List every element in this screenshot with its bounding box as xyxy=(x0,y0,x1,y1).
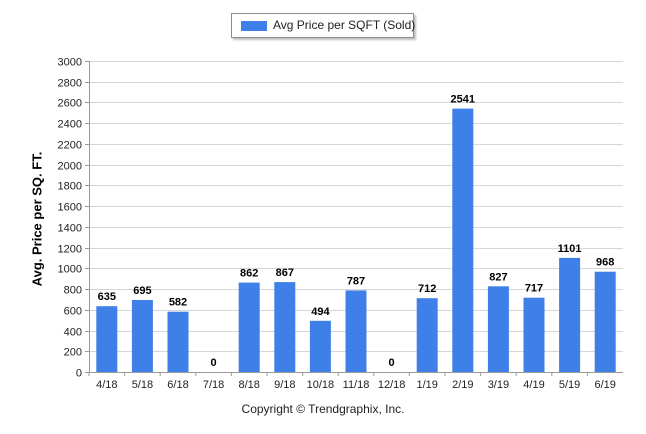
x-tick-label: 4/18 xyxy=(96,379,117,391)
bar xyxy=(167,311,189,372)
data-label: 0 xyxy=(211,357,217,369)
bar xyxy=(309,320,331,372)
y-tick-label: 400 xyxy=(64,327,82,339)
bar xyxy=(416,298,438,372)
y-tick-label: 2200 xyxy=(58,140,82,152)
x-tick-label: 10/18 xyxy=(307,379,335,391)
y-tick-label: 1400 xyxy=(58,223,82,235)
data-label: 712 xyxy=(418,283,436,295)
y-tick-label: 3000 xyxy=(58,57,82,69)
x-tick-label: 4/19 xyxy=(523,379,544,391)
x-tick-label: 5/19 xyxy=(559,379,580,391)
y-tick-label: 1600 xyxy=(58,202,82,214)
data-label: 582 xyxy=(169,297,187,309)
data-label: 1101 xyxy=(558,243,582,255)
legend: Avg Price per SQFT (Sold) xyxy=(231,13,416,38)
axes: 0 200 400 600 800 1000 1200 1400 1600 1800 2000 220… xyxy=(58,57,623,391)
y-tick-label: 800 xyxy=(64,285,82,297)
gridlines xyxy=(89,61,623,352)
x-tick-label: 1/19 xyxy=(416,379,437,391)
data-label: 2541 xyxy=(451,94,475,106)
y-tick-label: 1000 xyxy=(58,264,82,276)
x-tick-label: 2/19 xyxy=(452,379,473,391)
bar xyxy=(345,290,367,372)
data-label: 494 xyxy=(311,306,330,318)
bar xyxy=(523,297,545,372)
bar xyxy=(452,108,474,372)
data-label: 867 xyxy=(276,267,294,279)
y-tick-label: 1800 xyxy=(58,181,82,193)
bar xyxy=(274,282,296,372)
y-tick-label: 2000 xyxy=(58,161,82,173)
legend-swatch xyxy=(241,21,267,31)
x-tick-label: 11/18 xyxy=(343,379,370,391)
x-tick-label: 5/18 xyxy=(132,379,153,391)
x-tick-label: 12/18 xyxy=(378,379,406,391)
y-tick-label: 200 xyxy=(64,347,82,359)
y-tick-label: 1200 xyxy=(58,244,82,256)
data-labels: 635 695 582 0 862 867 494 787 0 712 2541 827 717 1101… xyxy=(98,94,615,369)
copyright-text: Copyright © Trendgraphix, Inc. xyxy=(241,402,405,416)
y-tick-label: 0 xyxy=(76,368,82,380)
bar xyxy=(594,271,616,372)
data-label: 968 xyxy=(596,257,614,269)
y-tick-label: 2600 xyxy=(58,98,82,110)
bar xyxy=(487,286,509,372)
x-tick-label: 9/18 xyxy=(274,379,295,391)
legend-label: Avg Price per SQFT (Sold) xyxy=(273,18,416,32)
bars xyxy=(96,108,616,372)
x-tick-label: 7/18 xyxy=(203,379,224,391)
x-tick-label: 6/19 xyxy=(594,379,615,391)
x-tick-label: 3/19 xyxy=(488,379,509,391)
x-tick-label: 8/18 xyxy=(238,379,259,391)
data-label: 695 xyxy=(133,285,151,297)
data-label: 862 xyxy=(240,268,258,280)
data-label: 787 xyxy=(347,275,365,287)
data-label: 717 xyxy=(525,283,543,295)
bar xyxy=(131,300,153,372)
data-label: 635 xyxy=(98,291,116,303)
bar xyxy=(96,306,118,372)
x-tick-label: 6/18 xyxy=(167,379,188,391)
y-tick-label: 600 xyxy=(64,306,82,318)
data-label: 0 xyxy=(389,357,395,369)
bar xyxy=(238,282,260,372)
y-axis-title: Avg. Price per SQ. FT. xyxy=(29,151,45,287)
y-tick-label: 2800 xyxy=(58,78,82,90)
data-label: 827 xyxy=(489,271,507,283)
y-tick-label: 2400 xyxy=(58,119,82,131)
bar xyxy=(559,257,581,372)
